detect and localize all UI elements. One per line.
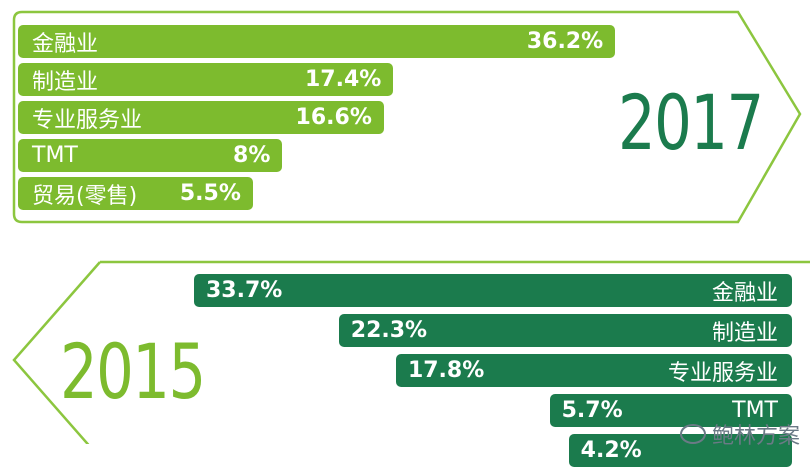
bar-value-label: 4.2% xyxy=(580,438,642,463)
watermark: 鲍林方案 xyxy=(679,418,800,450)
bar-value-label: 17.8% xyxy=(407,358,485,383)
bar-2017: TMT 8% xyxy=(18,139,283,172)
bar-2015: 33.7% 金融业 xyxy=(194,274,792,307)
bar-2015: 17.8% 专业服务业 xyxy=(395,354,792,387)
bar-2017: 专业服务业 16.6% xyxy=(18,101,384,134)
bar-category-label: 专业服务业 xyxy=(667,360,778,386)
frame-2017 xyxy=(12,10,802,224)
bar-category-label: TMT xyxy=(732,398,778,423)
bar-category-label: 制造业 xyxy=(711,320,778,346)
bar-value-label: 5.7% xyxy=(561,398,623,423)
bar-category-label: TMT xyxy=(32,143,78,168)
wechat-icon xyxy=(679,424,706,444)
bar-value-label: 5.5% xyxy=(179,181,241,206)
bar-category-label: 金融业 xyxy=(32,31,99,57)
bar-value-label: 33.7% xyxy=(206,278,283,303)
bar-value-label: 17.4% xyxy=(304,67,382,92)
bar-category-label: 制造业 xyxy=(32,69,99,95)
bar-category-label: 贸易(零售) xyxy=(32,183,138,209)
bar-value-label: 36.2% xyxy=(526,29,604,54)
watermark-text: 鲍林方案 xyxy=(711,424,800,449)
bar-category-label: 专业服务业 xyxy=(32,107,143,133)
year-2017-label: 2017 xyxy=(618,78,764,167)
year-2015-label: 2015 xyxy=(60,327,206,416)
bar-2015: 5.7% TMT xyxy=(549,394,792,427)
bar-2017: 金融业 36.2% xyxy=(18,25,616,58)
bar-category-label: 金融业 xyxy=(711,280,778,306)
frame-2015 xyxy=(12,260,810,444)
chart-frames xyxy=(12,10,810,444)
bar-2017: 制造业 17.4% xyxy=(18,63,394,96)
bar-2015: 22.3% 制造业 xyxy=(338,314,792,347)
bar-value-label: 22.3% xyxy=(350,318,428,343)
bar-value-label: 16.6% xyxy=(295,105,372,130)
bar-2017: 贸易(零售) 5.5% xyxy=(18,177,253,210)
bar-value-label: 8% xyxy=(233,143,271,168)
